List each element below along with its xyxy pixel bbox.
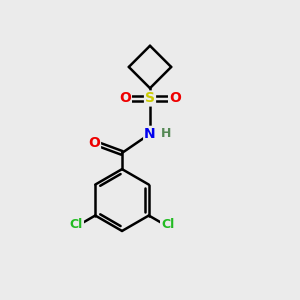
Text: O: O [119,92,131,106]
Text: S: S [145,92,155,106]
Text: Cl: Cl [70,218,83,231]
Text: O: O [88,136,100,150]
Text: N: N [144,127,156,141]
Text: H: H [161,127,171,140]
Text: O: O [169,92,181,106]
Text: Cl: Cl [161,218,174,231]
